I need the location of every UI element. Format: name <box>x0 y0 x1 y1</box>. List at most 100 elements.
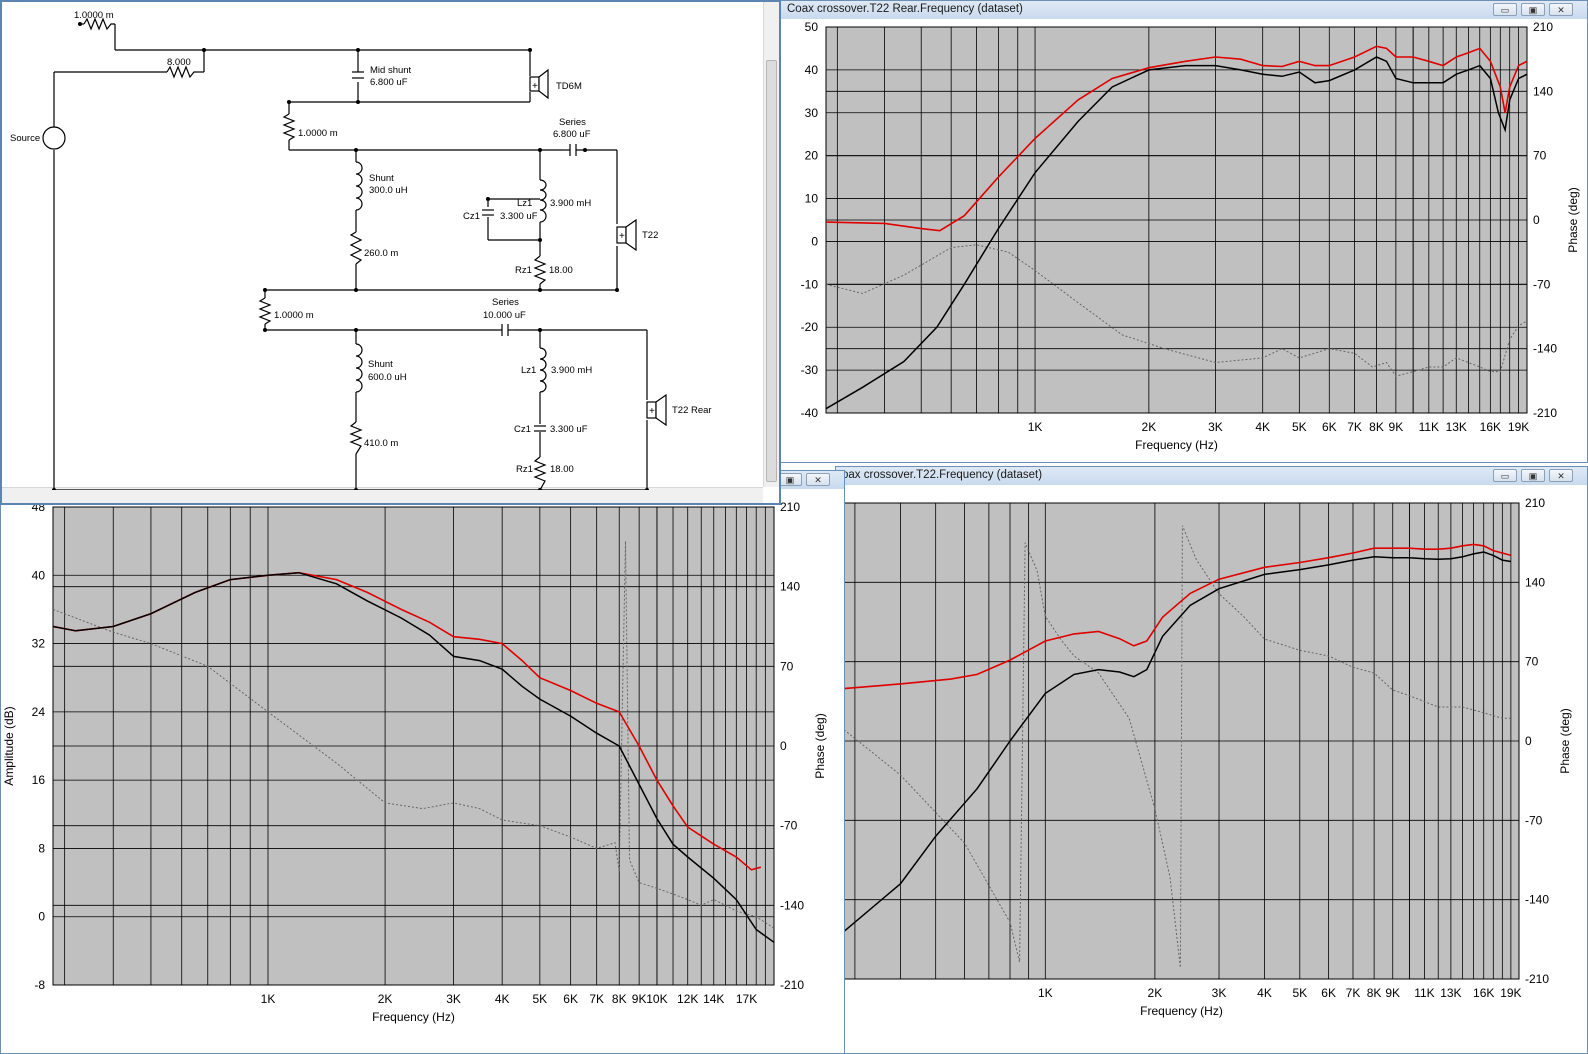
junction <box>583 148 587 152</box>
phase-curve <box>825 244 1528 377</box>
y-tick-label: -20 <box>801 320 819 334</box>
label-cz1b-value: 3.300 uF <box>550 424 588 435</box>
y2-tick-label: -210 <box>1525 972 1549 986</box>
label-t22-rear: T22 Rear <box>672 405 712 416</box>
amplitude-close-button[interactable]: ✕ <box>806 473 830 486</box>
label-r-top: 1.0000 m <box>74 10 114 21</box>
label-shunt1-value: 300.0 uH <box>369 185 408 196</box>
grid <box>826 27 1527 413</box>
y-tick-label: 40 <box>32 568 46 582</box>
label-lz1b-value: 3.900 mH <box>551 365 592 376</box>
y2-tick-label: 0 <box>1525 734 1532 748</box>
t22-rear-restore-button[interactable]: ▣ <box>1521 3 1545 16</box>
label-rz1b-value: 18.00 <box>550 464 574 475</box>
junction <box>645 488 649 490</box>
x-tick-label: 6K <box>563 992 578 1006</box>
y2-axis-label: Phase (deg) <box>813 713 827 778</box>
amplitude-curve-black <box>52 571 775 943</box>
x-tick-label: 9K <box>632 992 647 1006</box>
resistor-rz1-low <box>533 456 547 490</box>
inductor-shunt-600uh <box>355 343 363 393</box>
label-rz1-value: 18.00 <box>549 265 573 276</box>
x-tick-label: 8K <box>1369 420 1384 434</box>
crossover-schematic[interactable]: 1.0000 m 8.000 Source Mid shunt 6.800 uF… <box>2 2 762 490</box>
amplitude-curve-black <box>843 551 1512 932</box>
resistor-1m-low <box>258 297 272 325</box>
t22-frequency-chart[interactable]: 210 140 70 0 -70 -140 -210 1K 2K 3K 4K 5K 6K 7K 8K 9K 11… <box>836 485 1587 1053</box>
x-tick-label: 4K <box>1255 420 1270 434</box>
y2-tick-label: -210 <box>780 978 804 992</box>
x-axis-label: Frequency (Hz) <box>1140 1004 1223 1018</box>
t22-window-title[interactable]: oax crossover.T22.Frequency (dataset) <box>836 467 1587 485</box>
label-t22: T22 <box>642 230 658 241</box>
label-shunt2-value: 600.0 uH <box>368 372 407 383</box>
junction <box>538 238 542 242</box>
t22-rear-minimize-button[interactable]: ▭ <box>1493 3 1517 16</box>
y2-tick-label: -140 <box>1525 893 1549 907</box>
x-tick-label: 2K <box>378 992 393 1006</box>
y2-tick-label: 70 <box>1525 655 1539 669</box>
amplitude-curve-red <box>843 543 1512 690</box>
minimize-icon: ▭ <box>1500 471 1510 481</box>
scroll-thumb[interactable] <box>766 60 777 482</box>
junction <box>354 328 358 332</box>
amplitude-curve-black <box>825 56 1528 410</box>
t22-close-button[interactable]: ✕ <box>1549 469 1573 482</box>
resistor-8-ohm <box>166 65 197 79</box>
schematic-horizontal-scrollbar[interactable] <box>2 487 763 503</box>
y-tick-label: 8 <box>38 841 45 855</box>
t22-rear-close-button[interactable]: ✕ <box>1549 3 1573 16</box>
plus-sign: + <box>649 406 655 417</box>
junction <box>615 288 619 292</box>
x-tick-label: 11K <box>1414 986 1434 1000</box>
grid <box>844 503 1519 979</box>
x-axis-label: Frequency (Hz) <box>1135 438 1218 452</box>
junction <box>263 288 267 292</box>
restore-icon: ▣ <box>1528 471 1538 481</box>
label-shunt1-name: Shunt <box>369 173 394 184</box>
y-tick-label: -10 <box>801 277 819 291</box>
junction <box>78 22 82 26</box>
inductor-lz1-top <box>539 179 547 223</box>
grid <box>53 507 774 985</box>
t22-rear-frequency-chart[interactable]: 50 40 30 20 10 0 -10 -20 -30 -40 210 140 70 0 -70 -140 -… <box>781 19 1587 462</box>
driver-t22-rear-cone <box>655 393 667 427</box>
resistor-rz1-top <box>533 255 547 285</box>
t22-restore-button[interactable]: ▣ <box>1521 469 1545 482</box>
phase-curve <box>843 525 1511 968</box>
x-tick-label: 11K <box>1419 420 1439 434</box>
schematic-vertical-scrollbar[interactable] <box>763 2 779 487</box>
y-tick-label: 10 <box>805 192 819 206</box>
minimize-icon: ▭ <box>1500 5 1510 15</box>
y2-tick-label: 140 <box>780 580 800 594</box>
t22-window[interactable]: oax crossover.T22.Frequency (dataset) ▭ … <box>835 466 1588 1054</box>
y2-tick-label: -210 <box>1533 406 1557 420</box>
x-tick-label: 7K <box>1346 986 1361 1000</box>
x-tick-label: 1K <box>1038 986 1053 1000</box>
t22-rear-window[interactable]: Coax crossover.T22 Rear.Frequency (datas… <box>780 0 1588 463</box>
junction <box>287 100 291 104</box>
y-tick-label: 0 <box>38 910 45 924</box>
resistor-410m <box>349 421 363 455</box>
inductor-shunt-300uh <box>355 161 363 211</box>
source-symbol <box>42 126 66 150</box>
junction <box>356 48 360 52</box>
x-tick-label: 3K <box>446 992 461 1006</box>
label-r-mid: 1.0000 m <box>298 128 338 139</box>
label-shunt2-name: Shunt <box>368 359 393 370</box>
plus-sign: + <box>532 81 538 92</box>
y-tick-label: 20 <box>805 149 819 163</box>
junction <box>354 288 358 292</box>
t22-rear-window-title[interactable]: Coax crossover.T22 Rear.Frequency (datas… <box>781 1 1587 19</box>
driver-t22-cone <box>625 218 637 252</box>
amplitude-window[interactable]: ▣ ✕ 48 40 32 24 16 8 0 -8 210 140 70 0 -70 -140 -210 1K… <box>0 470 845 1054</box>
x-tick-label: 6K <box>1321 986 1336 1000</box>
amplitude-restore-button[interactable]: ▣ <box>778 473 802 486</box>
schematic-window[interactable]: 1.0000 m 8.000 Source Mid shunt 6.800 uF… <box>0 0 781 505</box>
junction <box>528 48 532 52</box>
x-tick-label: 16K <box>1473 986 1494 1000</box>
t22-minimize-button[interactable]: ▭ <box>1493 469 1517 482</box>
label-mid-shunt-name: Mid shunt <box>370 65 412 76</box>
y2-tick-label: -140 <box>780 898 804 912</box>
